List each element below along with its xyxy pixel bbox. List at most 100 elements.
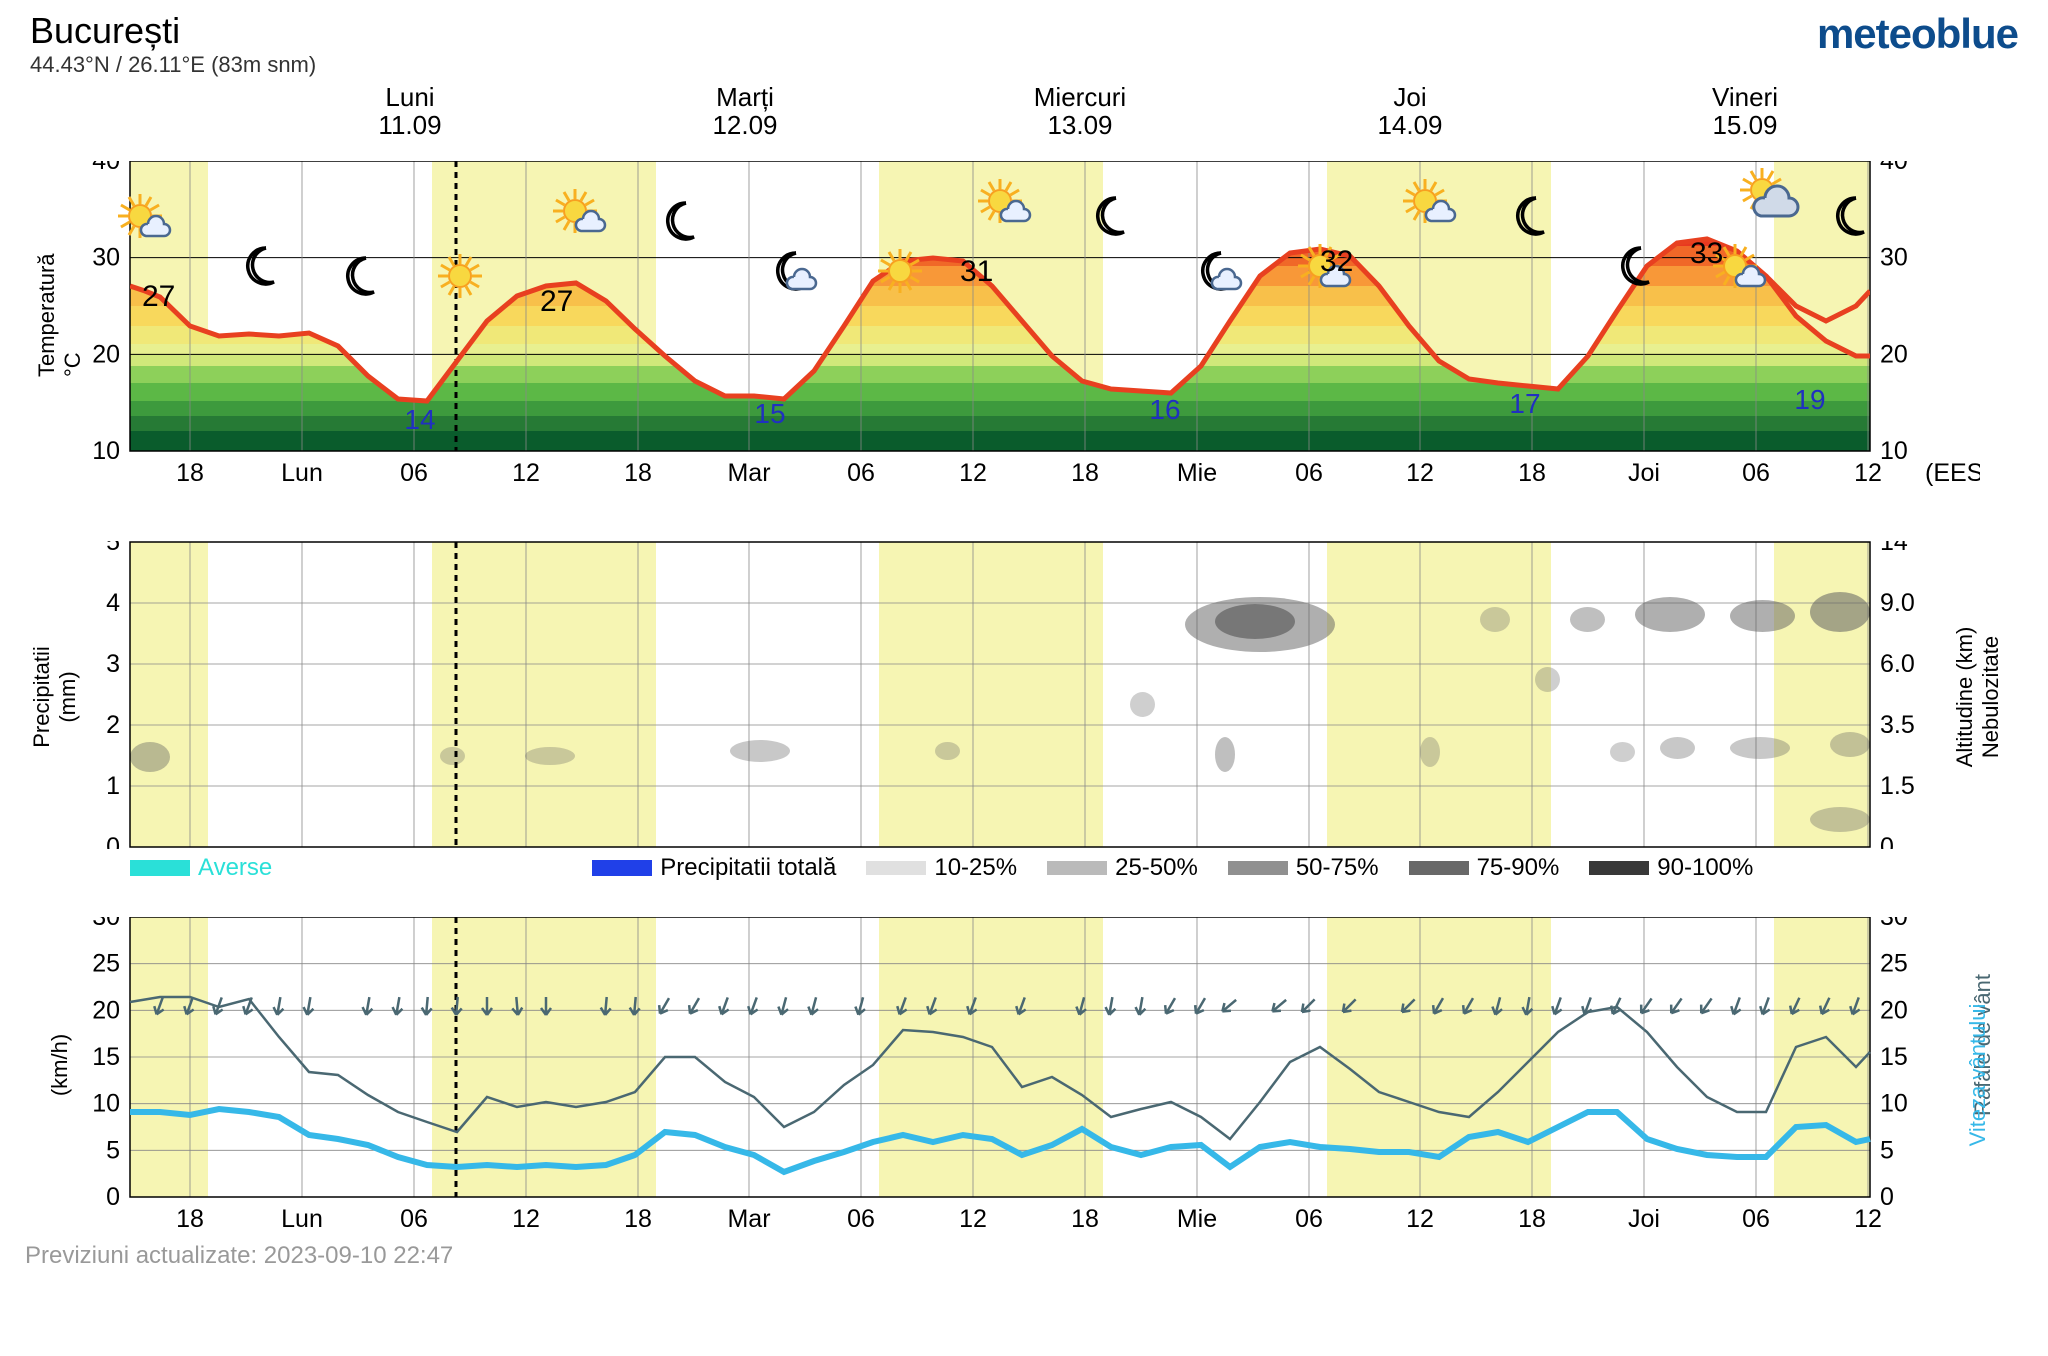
svg-text:12: 12: [959, 459, 987, 487]
svg-text:18: 18: [1071, 1205, 1099, 1233]
svg-text:Miercuri: Miercuri: [1034, 82, 1126, 112]
precip-ylabel: Precipitatii(mm): [29, 637, 81, 757]
header: București 44.43°N / 26.11°E (83m snm) me…: [10, 10, 2038, 78]
svg-text:13.09: 13.09: [1047, 110, 1112, 140]
svg-text:25: 25: [92, 950, 120, 978]
svg-text:10: 10: [1880, 437, 1908, 465]
legend-item: Precipitatii totală: [592, 854, 836, 882]
svg-text:1: 1: [106, 772, 120, 800]
wind-chart: 0 0 5 5 10 10 15 15 20 20 25 25 30 30 18 Lun 06 12 18 Mar 06…: [10, 917, 1980, 1237]
svg-text:12: 12: [1406, 459, 1434, 487]
svg-text:30: 30: [92, 244, 120, 272]
cloud-ylabel: Altitudine (km)Nebulozitate: [1952, 607, 2004, 787]
temp-ylabel: Temperatură°C: [34, 257, 86, 377]
svg-text:14: 14: [1880, 541, 1908, 556]
svg-text:33: 33: [1690, 237, 1723, 270]
city-title: București: [30, 10, 316, 52]
svg-text:20: 20: [1880, 340, 1908, 368]
svg-text:2: 2: [106, 711, 120, 739]
svg-text:Joi: Joi: [1628, 459, 1660, 487]
legend-item: Averse: [130, 854, 272, 882]
coordinates: 44.43°N / 26.11°E (83m snm): [30, 52, 316, 78]
svg-text:12: 12: [1854, 1205, 1882, 1233]
svg-text:Mar: Mar: [727, 459, 770, 487]
svg-text:18: 18: [624, 459, 652, 487]
svg-text:Marți: Marți: [716, 82, 774, 112]
brand-logo: meteoblue: [1817, 10, 2018, 58]
svg-text:5: 5: [106, 541, 120, 556]
svg-text:27: 27: [142, 280, 175, 313]
svg-text:16: 16: [1149, 394, 1180, 425]
svg-text:14: 14: [404, 404, 435, 435]
svg-text:0: 0: [106, 1183, 120, 1211]
svg-text:Lun: Lun: [281, 459, 323, 487]
svg-text:5: 5: [106, 1136, 120, 1164]
svg-text:18: 18: [1071, 459, 1099, 487]
svg-text:Joi: Joi: [1393, 82, 1426, 112]
svg-text:3: 3: [106, 650, 120, 678]
svg-text:15: 15: [1880, 1043, 1908, 1071]
svg-text:31: 31: [960, 255, 993, 288]
svg-text:4: 4: [106, 589, 120, 617]
svg-text:18: 18: [1518, 459, 1546, 487]
svg-text:0: 0: [106, 833, 120, 849]
svg-text:06: 06: [1295, 459, 1323, 487]
svg-text:10: 10: [92, 1090, 120, 1118]
svg-text:40: 40: [92, 161, 120, 175]
svg-text:15: 15: [754, 398, 785, 429]
svg-text:12: 12: [1854, 459, 1882, 487]
svg-text:1.5: 1.5: [1880, 772, 1915, 800]
svg-text:30: 30: [1880, 244, 1908, 272]
svg-text:20: 20: [92, 340, 120, 368]
svg-text:Vineri: Vineri: [1712, 82, 1778, 112]
legend-item: 10-25%: [866, 854, 1017, 882]
day-labels: Luni11.09 Marți12.09 Miercuri13.09 Joi14.09…: [10, 78, 1990, 148]
svg-text:30: 30: [1880, 917, 1908, 931]
svg-text:20: 20: [92, 996, 120, 1024]
svg-text:18: 18: [176, 459, 204, 487]
svg-text:9.0: 9.0: [1880, 589, 1915, 617]
svg-text:12.09: 12.09: [712, 110, 777, 140]
svg-text:06: 06: [1742, 1205, 1770, 1233]
precipitation-chart: 01234501.53.56.09.014: [10, 541, 1980, 849]
svg-text:0: 0: [1880, 833, 1894, 849]
footer-text: Previziuni actualizate: 2023-09-10 22:47: [10, 1237, 2038, 1275]
svg-text:Luni: Luni: [385, 82, 434, 112]
wind-ylabel: (km/h): [47, 1015, 73, 1115]
svg-text:18: 18: [176, 1205, 204, 1233]
svg-text:19: 19: [1794, 384, 1825, 415]
svg-text:32: 32: [1320, 245, 1353, 278]
svg-text:06: 06: [400, 1205, 428, 1233]
svg-text:Mie: Mie: [1177, 459, 1217, 487]
svg-text:5: 5: [1880, 1136, 1894, 1164]
legend-item: 90-100%: [1589, 854, 1753, 882]
svg-text:12: 12: [512, 459, 540, 487]
svg-text:10: 10: [1880, 1090, 1908, 1118]
svg-text:17: 17: [1509, 388, 1540, 419]
svg-text:40: 40: [1880, 161, 1908, 175]
svg-text:0: 0: [1880, 1183, 1894, 1211]
svg-text:12: 12: [512, 1205, 540, 1233]
svg-text:Mie: Mie: [1177, 1205, 1217, 1233]
svg-text:20: 20: [1880, 996, 1908, 1024]
svg-text:Lun: Lun: [281, 1205, 323, 1233]
svg-text:06: 06: [1295, 1205, 1323, 1233]
speed-ylabel: Viteza vântului: [1965, 975, 1991, 1175]
svg-text:06: 06: [1742, 459, 1770, 487]
svg-text:06: 06: [400, 459, 428, 487]
legend-item: 25-50%: [1047, 854, 1198, 882]
svg-text:(EEST): (EEST): [1925, 459, 1980, 487]
svg-text:18: 18: [1518, 1205, 1546, 1233]
svg-text:15.09: 15.09: [1712, 110, 1777, 140]
svg-text:25: 25: [1880, 950, 1908, 978]
svg-text:Mar: Mar: [727, 1205, 770, 1233]
svg-text:30: 30: [92, 917, 120, 931]
precip-legend: AversePrecipitatii totală10-25%25-50%50-…: [130, 854, 2038, 882]
svg-text:06: 06: [847, 459, 875, 487]
svg-text:6.0: 6.0: [1880, 650, 1915, 678]
svg-text:18: 18: [624, 1205, 652, 1233]
svg-text:12: 12: [959, 1205, 987, 1233]
svg-text:14.09: 14.09: [1377, 110, 1442, 140]
svg-text:15: 15: [92, 1043, 120, 1071]
svg-text:11.09: 11.09: [378, 110, 441, 140]
